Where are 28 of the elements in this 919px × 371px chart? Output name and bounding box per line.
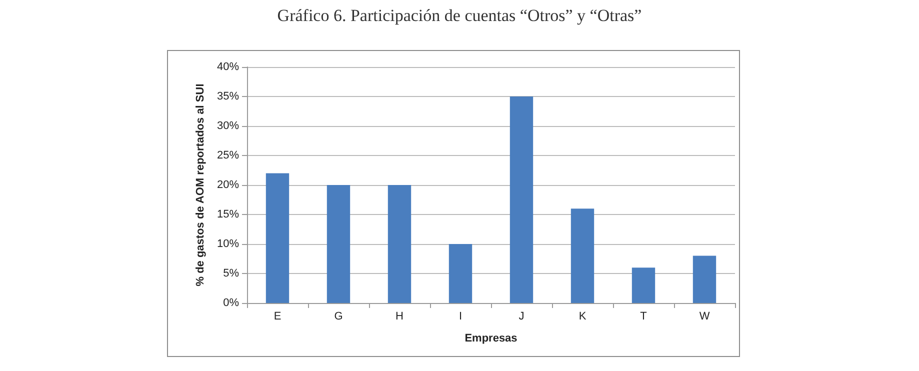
x-tick-label: K	[578, 310, 587, 322]
y-tick-label: 40%	[216, 61, 240, 73]
chart-title: Gráfico 6. Participación de cuentas “Otros” y “Otras”	[277, 6, 642, 25]
y-tick-label: 25%	[216, 150, 240, 162]
bar	[570, 208, 594, 303]
y-tick-label: 35%	[216, 90, 240, 102]
x-tick-label: T	[640, 310, 648, 322]
y-tick-label: 20%	[216, 179, 240, 191]
x-tick-label: G	[334, 310, 343, 322]
y-tick-label: 10%	[216, 238, 240, 250]
x-axis-title: Empresas	[464, 332, 518, 344]
bar	[510, 96, 534, 303]
y-tick-label: 0%	[223, 297, 240, 309]
x-tick-label: E	[274, 310, 282, 322]
bar	[388, 185, 412, 303]
bar	[632, 268, 656, 303]
bar	[266, 173, 290, 303]
x-tick-label: J	[518, 310, 524, 322]
x-tick-label: I	[458, 310, 462, 322]
bar	[326, 185, 350, 303]
y-axis-title: % de gastos de AOM reportados al SUI	[194, 84, 207, 286]
y-tick-label: 15%	[216, 208, 240, 220]
y-tick-label: 30%	[216, 120, 240, 132]
x-tick-label: H	[396, 310, 404, 322]
y-tick-label: 5%	[223, 268, 240, 280]
bar	[692, 256, 716, 303]
x-tick-label: W	[699, 310, 710, 322]
bar	[448, 244, 472, 303]
